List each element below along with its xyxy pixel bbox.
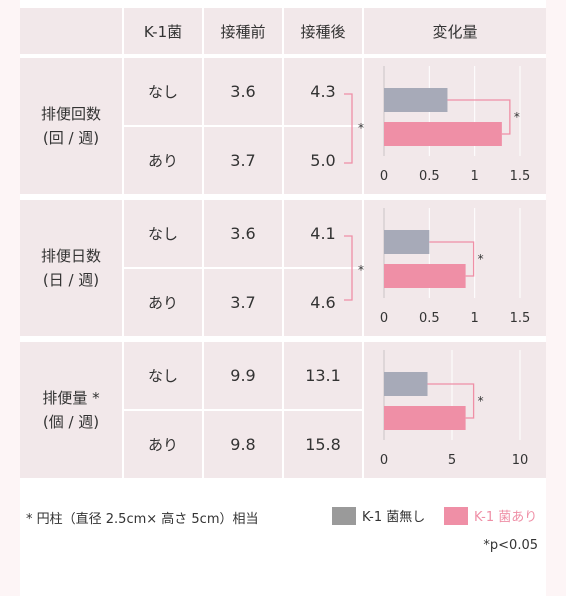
x-tick-label: 0 bbox=[380, 311, 388, 326]
group-label: 排便日数 (日 / 週) bbox=[20, 200, 122, 336]
bracket-group-1: * bbox=[344, 93, 364, 164]
before-cell: 3.7 bbox=[204, 269, 282, 336]
p-value-note: *p<0.05 bbox=[483, 538, 538, 553]
before-after-brackets: * * bbox=[344, 93, 364, 301]
before-cell: 3.6 bbox=[204, 58, 282, 125]
group-label-unit: (個 / 週) bbox=[42, 413, 100, 431]
bracket-line bbox=[344, 235, 353, 301]
significance-bracket bbox=[429, 241, 475, 277]
x-tick-label: 10 bbox=[512, 453, 529, 468]
after-cell: 4.1 bbox=[284, 200, 362, 267]
bracket-group-2: * bbox=[344, 235, 364, 301]
group-label-main: 排便日数 bbox=[40, 247, 101, 265]
x-tick-label: 0.5 bbox=[419, 311, 440, 326]
k1-cell: あり bbox=[124, 411, 202, 478]
header-blank bbox=[20, 8, 122, 54]
after-cell: 15.8 bbox=[284, 411, 362, 478]
x-tick-label: 1 bbox=[471, 169, 479, 184]
significance-star: * bbox=[358, 263, 364, 277]
legend-label-with: K-1 菌あり bbox=[474, 510, 538, 525]
after-cell: 13.1 bbox=[284, 342, 362, 409]
change-chart-cell: 0 5 10 * bbox=[364, 342, 546, 478]
legend-label-none: K-1 菌無し bbox=[362, 510, 426, 525]
before-cell: 3.7 bbox=[204, 127, 282, 194]
bar-without-k1 bbox=[384, 372, 428, 396]
legend-with: K-1 菌あり bbox=[444, 506, 537, 525]
significance-star: * bbox=[514, 110, 520, 124]
k1-cell: なし bbox=[124, 58, 202, 125]
significance-bracket bbox=[447, 99, 511, 135]
k1-cell: なし bbox=[124, 200, 202, 267]
group-label-unit: (日 / 週) bbox=[42, 271, 100, 289]
k1-cell: あり bbox=[124, 269, 202, 336]
bracket-line bbox=[344, 93, 353, 164]
x-tick-label: 0.5 bbox=[419, 169, 440, 184]
x-tick-label: 0 bbox=[380, 169, 388, 184]
x-tick-label: 0 bbox=[380, 453, 388, 468]
change-chart-cell: 0 0.5 1 1.5 * bbox=[364, 58, 546, 194]
group-label-unit: (回 / 週) bbox=[42, 129, 100, 147]
bar-without-k1 bbox=[384, 230, 430, 254]
legend-none: K-1 菌無し bbox=[332, 506, 425, 525]
x-tick-label: 5 bbox=[448, 453, 456, 468]
k1-cell: なし bbox=[124, 342, 202, 409]
group-label-main: 排便回数 bbox=[40, 105, 101, 123]
legend-swatch-none bbox=[332, 506, 356, 525]
header-change: 変化量 bbox=[364, 8, 546, 54]
x-tick-label: 1.5 bbox=[510, 169, 531, 184]
bar-without-k1 bbox=[384, 88, 448, 112]
significance-bracket bbox=[427, 383, 475, 419]
significance-star: * bbox=[478, 252, 484, 266]
footnote: * 円柱（直径 2.5cm× 高さ 5cm）相当 bbox=[26, 512, 259, 527]
change-chart: 0 5 10 * bbox=[380, 350, 529, 468]
bar-with-k1 bbox=[384, 406, 466, 430]
x-tick-label: 1.5 bbox=[510, 311, 531, 326]
header-before: 接種前 bbox=[204, 8, 282, 54]
before-cell: 3.6 bbox=[204, 200, 282, 267]
change-chart-cell: 0 0.5 1 1.5 * bbox=[364, 200, 546, 336]
header-k1: K-1菌 bbox=[124, 8, 202, 54]
legend-swatch-with bbox=[444, 506, 468, 525]
bar-with-k1 bbox=[384, 264, 466, 288]
header-after: 接種後 bbox=[284, 8, 362, 54]
before-cell: 9.9 bbox=[204, 342, 282, 409]
before-cell: 9.8 bbox=[204, 411, 282, 478]
bar-with-k1 bbox=[384, 122, 502, 146]
group-label: 排便量 * (個 / 週) bbox=[20, 342, 122, 478]
significance-star: * bbox=[358, 121, 364, 135]
k1-cell: あり bbox=[124, 127, 202, 194]
significance-star: * bbox=[478, 394, 484, 408]
after-cell: 5.0 bbox=[284, 127, 362, 194]
after-cell: 4.3 bbox=[284, 58, 362, 125]
x-tick-label: 1 bbox=[471, 311, 479, 326]
group-label-main: 排便量 * bbox=[42, 389, 100, 407]
change-chart: 0 0.5 1 1.5 * bbox=[380, 66, 531, 184]
group-label: 排便回数 (回 / 週) bbox=[20, 58, 122, 194]
after-cell: 4.6 bbox=[284, 269, 362, 336]
change-chart: 0 0.5 1 1.5 * bbox=[380, 208, 531, 326]
